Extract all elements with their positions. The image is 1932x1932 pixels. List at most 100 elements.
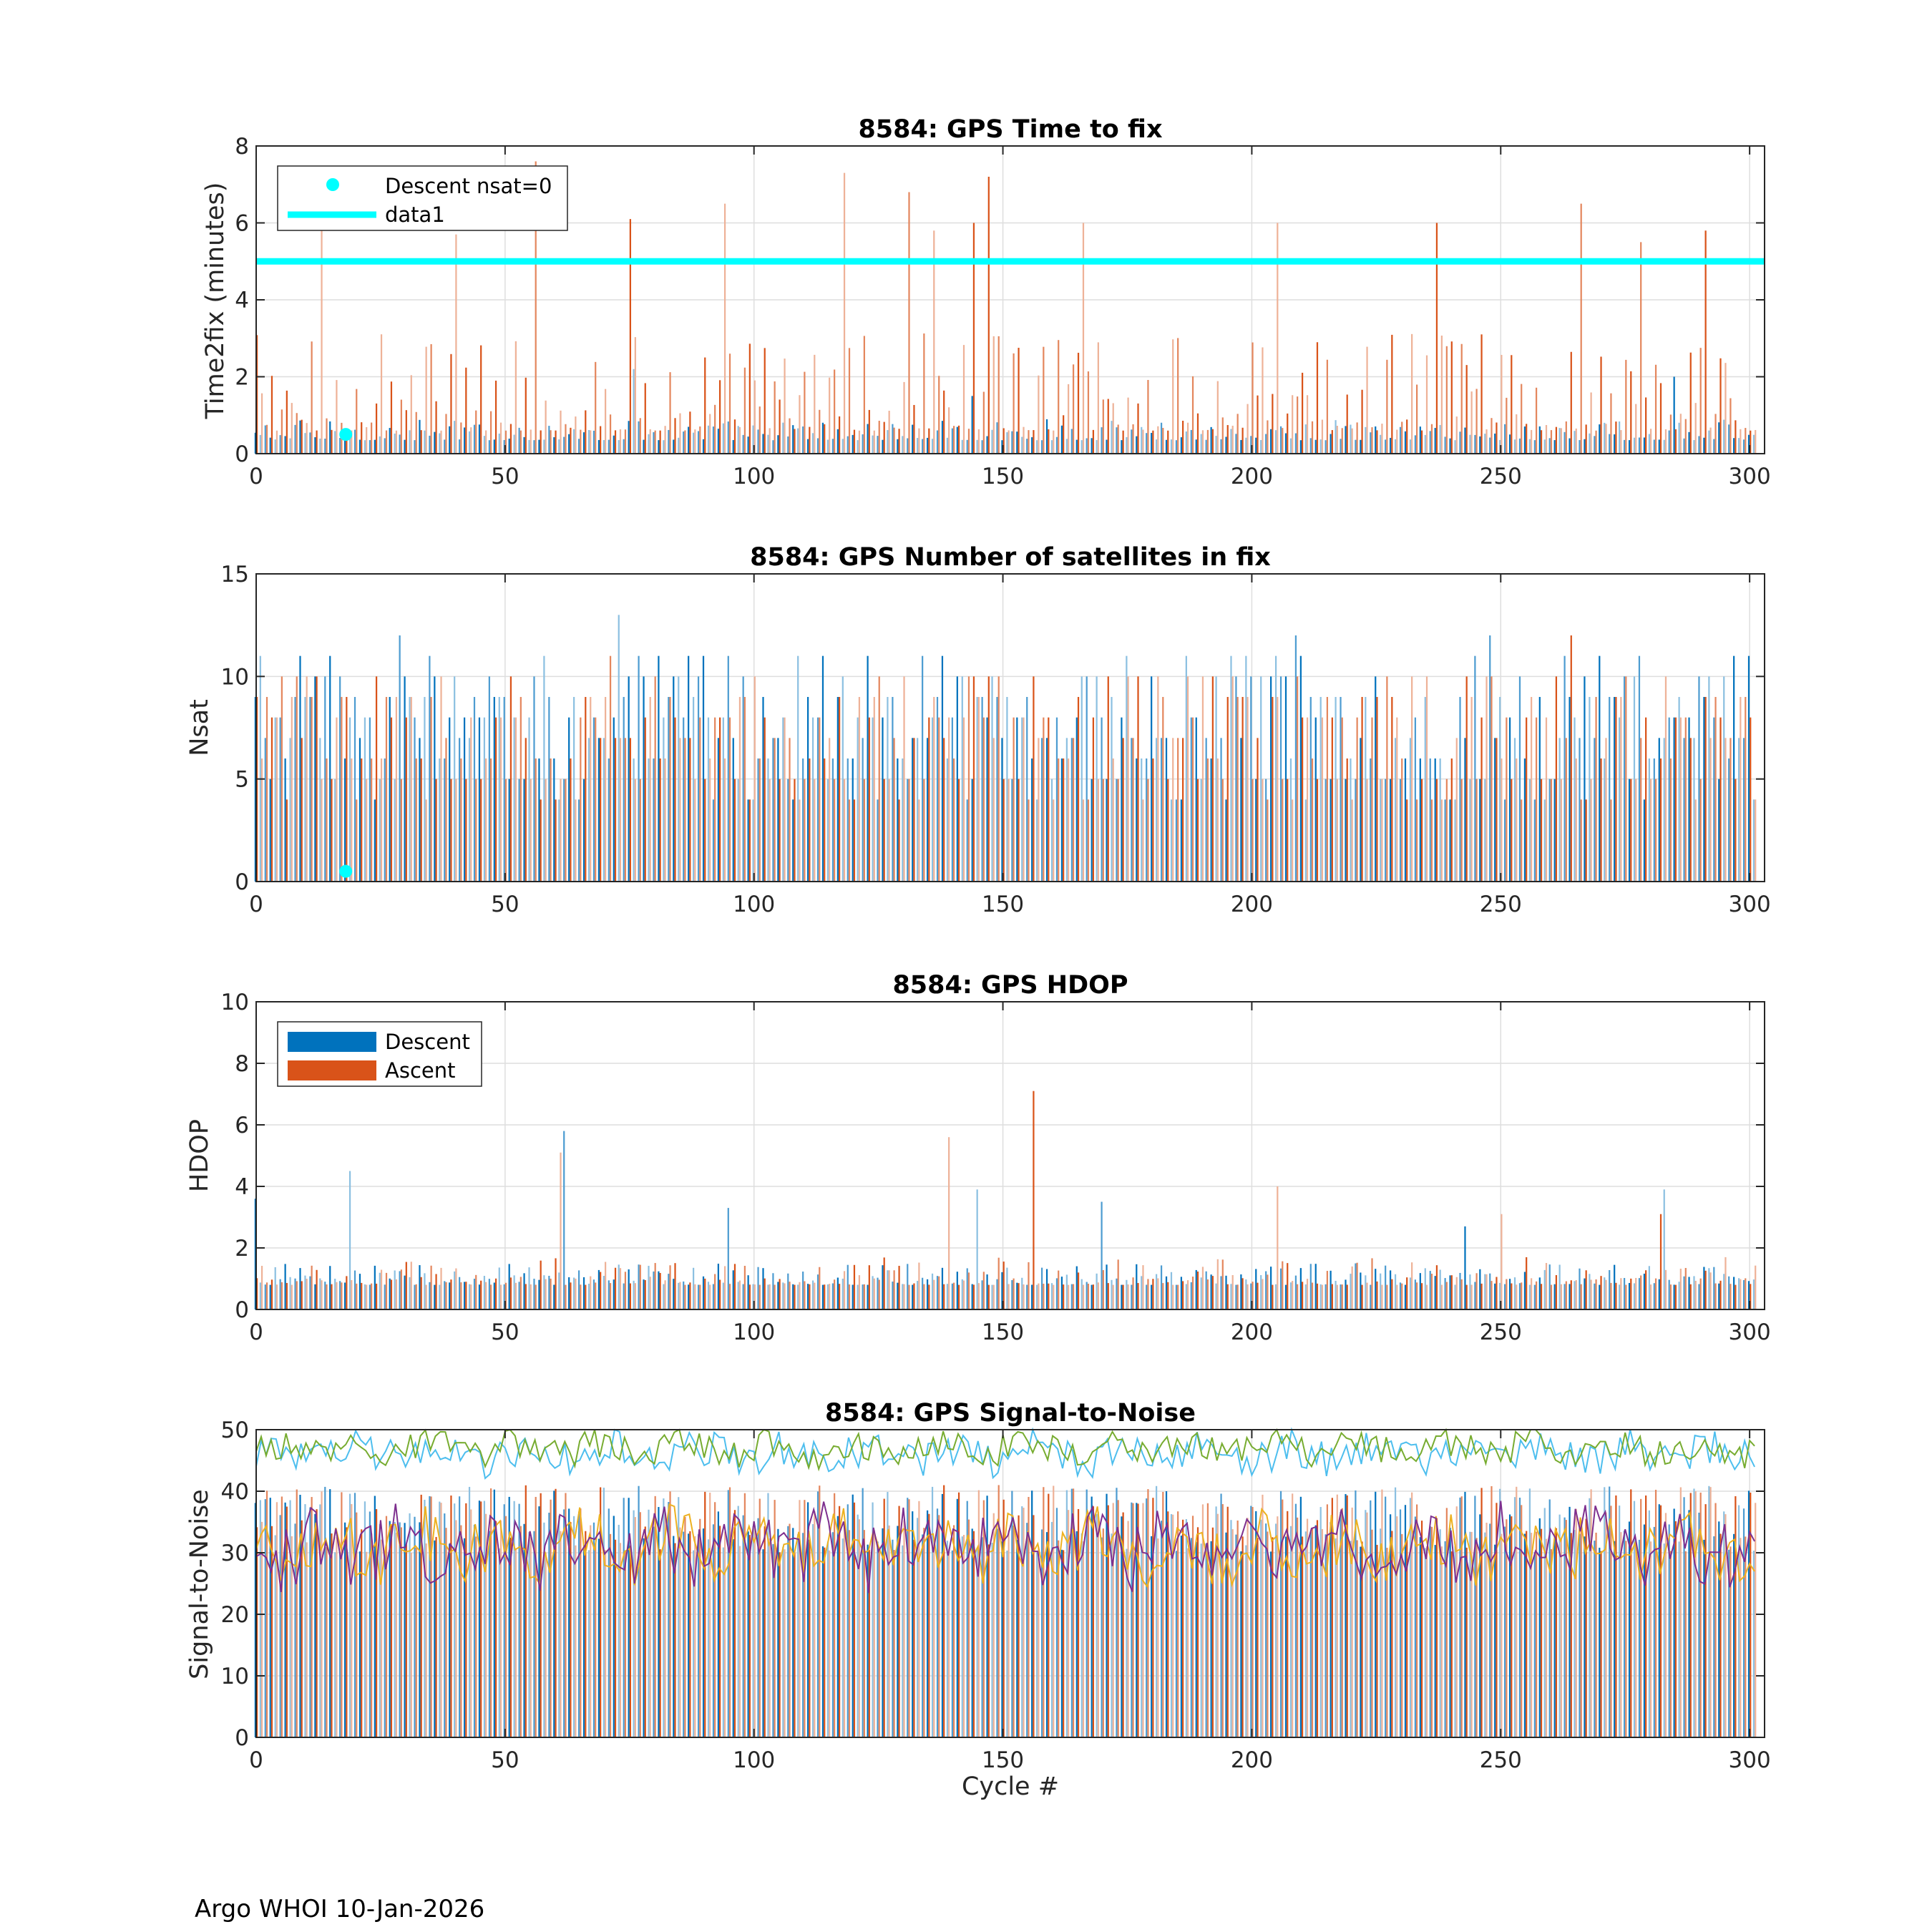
- y-tick-label: 0: [235, 869, 249, 895]
- descent-bar: [1523, 1533, 1526, 1737]
- descent-bar: [409, 1513, 411, 1737]
- descent-bar: [503, 439, 505, 454]
- descent-bar: [1623, 1530, 1626, 1737]
- descent-bar: [1365, 426, 1367, 454]
- descent-bar: [1255, 437, 1257, 454]
- ascent-bar: [893, 427, 895, 454]
- descent-bar: [1375, 676, 1377, 882]
- descent-bar: [1215, 676, 1217, 882]
- ascent-bar: [1346, 758, 1348, 882]
- ascent-bar: [1729, 398, 1732, 454]
- nsat-bars: [254, 615, 1757, 882]
- ascent-bar: [748, 1535, 751, 1737]
- descent-bar: [1065, 1274, 1068, 1309]
- descent-bar: [1146, 1498, 1148, 1737]
- ascent-bar: [1127, 1521, 1129, 1737]
- descent-bar: [434, 676, 436, 882]
- ascent-bar: [530, 1284, 532, 1309]
- descent-bar: [358, 439, 361, 454]
- ascent-bar: [326, 418, 328, 454]
- descent-bar: [419, 738, 421, 882]
- descent-bar: [1116, 1278, 1118, 1309]
- ascent-bar: [1620, 1278, 1622, 1309]
- descent-bar: [1494, 1283, 1496, 1309]
- descent-bar: [1279, 676, 1282, 882]
- descent-bar: [353, 429, 356, 454]
- ascent-bar: [1640, 738, 1642, 882]
- descent-bar: [1096, 1513, 1098, 1737]
- descent-bar: [608, 1280, 610, 1309]
- descent-bar: [1011, 1280, 1013, 1309]
- ascent-bar: [1112, 1284, 1114, 1309]
- ascent-bar: [1356, 422, 1358, 454]
- ascent-bar: [1455, 1506, 1458, 1737]
- descent-bar: [299, 1268, 301, 1309]
- descent-bar: [1678, 1541, 1680, 1737]
- ascent-bar: [575, 1545, 577, 1737]
- descent-bar: [1429, 1526, 1431, 1737]
- ascent-bar: [1580, 799, 1582, 882]
- ascent-bar: [1102, 1528, 1104, 1737]
- descent-bar: [553, 1284, 555, 1309]
- ascent-bar: [714, 404, 716, 454]
- ascent-bar: [689, 411, 691, 454]
- ascent-bar: [1147, 1489, 1149, 1737]
- y-tick-label: 0: [235, 1725, 249, 1751]
- descent-bar: [1314, 1264, 1317, 1309]
- descent-bar: [279, 435, 281, 454]
- descent-bar: [1111, 1533, 1113, 1737]
- ascent-bar: [1526, 717, 1528, 882]
- ascent-bar: [1740, 429, 1742, 454]
- ascent-bar: [1082, 1541, 1085, 1737]
- ascent-bar: [331, 429, 333, 454]
- descent-bar: [533, 1279, 535, 1309]
- descent-bar: [648, 434, 650, 454]
- descent-bar: [1708, 430, 1710, 454]
- ascent-bar: [1117, 1259, 1119, 1309]
- ascent-bar: [371, 758, 373, 882]
- descent-bar: [1146, 433, 1148, 454]
- descent-bar: [503, 1504, 505, 1737]
- descent-bar: [966, 1268, 968, 1309]
- ascent-bar: [943, 738, 945, 882]
- descent-bar: [1195, 439, 1197, 454]
- ascent-bar: [280, 1496, 283, 1737]
- descent-bar: [1589, 1498, 1591, 1737]
- y-tick-label: 4: [235, 288, 249, 313]
- descent-bar: [1190, 429, 1192, 454]
- y-tick-label: 20: [221, 1602, 249, 1628]
- descent-bar: [727, 421, 729, 454]
- descent-bar: [573, 1516, 575, 1737]
- ascent-bar: [296, 676, 298, 882]
- descent-bar: [429, 1282, 431, 1309]
- descent-bar: [782, 1546, 784, 1737]
- descent-bar: [887, 1270, 889, 1309]
- ascent-bar: [1565, 1281, 1567, 1309]
- ascent-bar: [659, 758, 661, 882]
- descent-bar: [1713, 717, 1715, 882]
- ascent-bar: [774, 1284, 776, 1309]
- ascent-bar: [1172, 738, 1174, 882]
- ascent-bar: [1097, 779, 1099, 882]
- ascent-bar: [1425, 676, 1428, 882]
- ascent-bar: [575, 1278, 577, 1309]
- descent-bar: [1663, 1543, 1665, 1737]
- descent-bar: [1175, 1551, 1178, 1737]
- descent-bar: [404, 1523, 406, 1737]
- descent-bar: [1299, 1268, 1302, 1309]
- descent-bar: [1096, 1273, 1098, 1309]
- descent-bar: [742, 1284, 744, 1309]
- legend-label: Ascent: [385, 1058, 455, 1083]
- descent-bar: [1389, 779, 1392, 882]
- ascent-bar: [1063, 1550, 1065, 1737]
- y-tick-label: 50: [221, 1418, 249, 1443]
- ascent-bar: [1719, 1533, 1722, 1737]
- ascent-bar: [928, 428, 930, 454]
- descent-bar: [1499, 697, 1501, 882]
- descent-bar: [902, 436, 904, 454]
- ascent-bar: [1191, 376, 1194, 454]
- descent-bar: [1045, 1269, 1048, 1309]
- ascent-bar: [470, 1284, 472, 1309]
- ascent-bar: [809, 758, 811, 882]
- descent-bar: [1469, 434, 1471, 454]
